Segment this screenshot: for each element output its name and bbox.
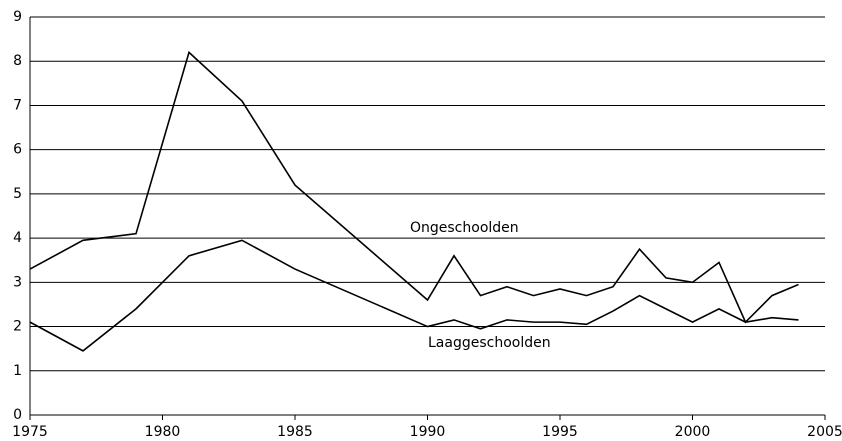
y-tick-label: 1 xyxy=(13,363,22,379)
series-line xyxy=(29,50,799,324)
series-label: Ongeschoolden xyxy=(410,220,519,236)
x-tick-label: 2000 xyxy=(675,424,711,440)
y-tick-label: 5 xyxy=(13,186,22,202)
x-tick-label: 1995 xyxy=(542,424,578,440)
x-tick-label: 1980 xyxy=(145,424,181,440)
y-tick-label: 6 xyxy=(13,142,22,158)
x-tick-label: 1975 xyxy=(12,424,48,440)
series-line xyxy=(29,239,799,352)
series-label: Laaggeschoolden xyxy=(428,335,551,351)
y-tick-label: 7 xyxy=(13,97,22,113)
x-tick-label: 1990 xyxy=(410,424,446,440)
y-tick-label: 8 xyxy=(13,53,22,69)
y-tick-label: 3 xyxy=(13,274,22,290)
y-tick-label: 0 xyxy=(13,407,22,423)
y-tick-label: 2 xyxy=(13,319,22,335)
y-tick-label: 9 xyxy=(13,9,22,25)
x-tick-label: 2005 xyxy=(807,424,842,440)
y-tick-label: 4 xyxy=(13,230,22,246)
x-tick-label: 1985 xyxy=(277,424,313,440)
